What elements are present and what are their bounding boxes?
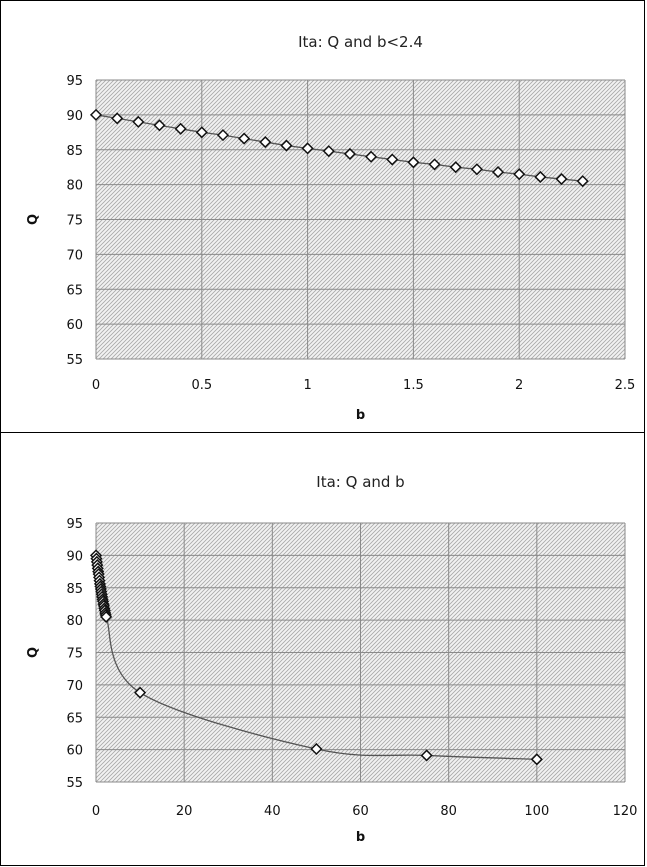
y-axis-label: Q <box>26 647 41 658</box>
data-point <box>111 112 124 125</box>
x-tick-label: 120 <box>613 804 638 819</box>
data-point <box>195 126 208 139</box>
y-tick-label: 80 <box>66 179 83 194</box>
x-tick-label: 40 <box>264 804 281 819</box>
x-tick-label: 60 <box>352 804 369 819</box>
x-tick-label: 2.5 <box>615 378 636 393</box>
data-point <box>555 172 568 186</box>
y-tick-label: 75 <box>66 214 83 229</box>
y-axis-label: Q <box>26 214 41 225</box>
y-tick-label: 55 <box>66 353 83 368</box>
data-point <box>280 139 293 152</box>
y-tick-label: 55 <box>66 776 83 791</box>
x-tick-label: 1.5 <box>403 378 424 393</box>
data-point <box>259 136 272 149</box>
y-tick-label: 85 <box>66 582 83 597</box>
x-tick-label: 0 <box>92 804 100 819</box>
data-point <box>100 610 113 623</box>
chart-panel-top: Ita: Q and b<2.4 55 60 65 70 75 80 85 90 95 0 0.5 1 1… <box>0 0 645 433</box>
data-point <box>343 147 356 160</box>
y-tick-label: 95 <box>66 74 83 89</box>
data-point <box>420 749 433 762</box>
data-point <box>310 742 323 756</box>
data-point <box>365 150 378 163</box>
data-point <box>301 142 314 155</box>
data-point <box>322 145 335 158</box>
y-tick-label: 65 <box>66 283 83 298</box>
y-tick-label: 60 <box>66 318 83 333</box>
y-tick-label: 80 <box>66 614 83 629</box>
y-tick-label: 75 <box>66 647 83 662</box>
x-tick-label: 100 <box>524 804 549 819</box>
chart-title: Ita: Q and b<2.4 <box>298 33 423 51</box>
data-point <box>153 119 166 132</box>
y-tick-label: 70 <box>66 679 83 694</box>
chart-bottom: Ita: Q and b 55 60 65 70 75 80 85 90 95 0 20 40 60 80 1… <box>26 473 638 845</box>
data-point <box>407 156 420 169</box>
y-tick-label: 65 <box>66 711 83 726</box>
data-point <box>470 163 483 176</box>
data-point <box>132 115 145 128</box>
data-point <box>216 129 230 142</box>
y-tick-label: 60 <box>66 744 83 759</box>
y-tick-label: 95 <box>66 517 83 532</box>
x-tick-label: 0.5 <box>191 378 212 393</box>
chart-top: Ita: Q and b<2.4 55 60 65 70 75 80 85 90 95 0 0.5 1 1… <box>26 33 636 423</box>
data-point <box>491 166 505 179</box>
data-point <box>134 686 147 699</box>
chart-panel-bottom: Ita: Q and b 55 60 65 70 75 80 85 90 95 0 20 40 60 80 1… <box>0 432 645 866</box>
y-tick-label: 70 <box>66 248 83 263</box>
data-point <box>534 170 547 184</box>
data-point <box>449 161 462 174</box>
x-tick-label: 20 <box>176 804 193 819</box>
chart-title: Ita: Q and b <box>316 473 404 491</box>
x-axis-label: b <box>356 830 365 845</box>
x-tick-label: 2 <box>515 378 523 393</box>
data-point <box>576 175 589 188</box>
y-tick-label: 85 <box>66 144 83 159</box>
data-point <box>89 108 103 121</box>
y-tick-label: 90 <box>66 109 83 124</box>
data-point <box>428 158 441 171</box>
x-tick-label: 80 <box>440 804 457 819</box>
data-point <box>238 132 251 145</box>
data-point <box>530 753 543 766</box>
data-point <box>174 122 187 135</box>
x-axis-label: b <box>356 408 365 423</box>
y-tick-label: 90 <box>66 549 83 564</box>
data-point <box>386 153 399 166</box>
x-tick-label: 1 <box>303 378 311 393</box>
x-tick-label: 0 <box>92 378 100 393</box>
data-point <box>513 168 526 181</box>
